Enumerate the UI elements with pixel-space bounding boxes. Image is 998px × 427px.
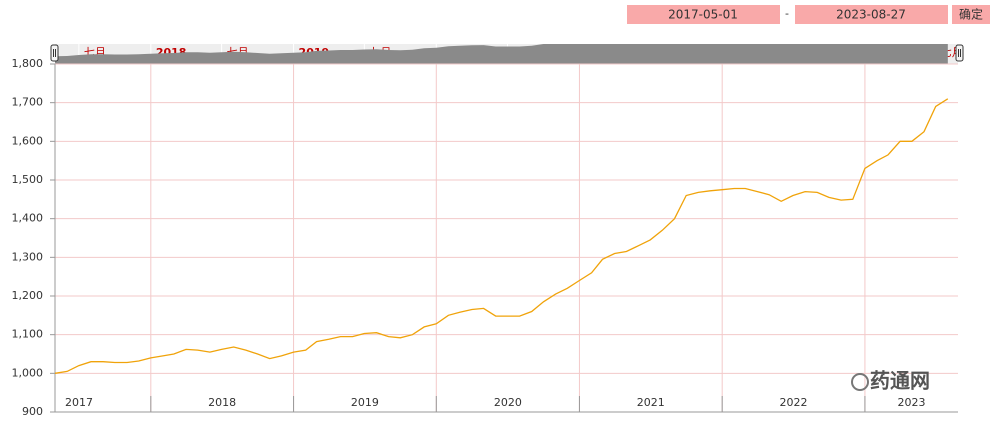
y-tick-label: 1,100 — [12, 328, 44, 341]
x-tick-label: 2018 — [208, 396, 236, 409]
x-tick-label: 2020 — [494, 396, 522, 409]
range-separator: - — [785, 7, 789, 20]
x-tick-label: 2017 — [65, 396, 93, 409]
y-tick-label: 1,700 — [12, 96, 44, 109]
y-tick-label: 1,800 — [12, 57, 44, 70]
navigator-area — [55, 44, 948, 64]
y-tick-label: 1,600 — [12, 134, 44, 147]
x-tick-label: 2023 — [897, 396, 925, 409]
y-tick-label: 1,300 — [12, 250, 44, 263]
y-tick-label: 1,500 — [12, 173, 44, 186]
start-date: 2017-05-01 — [668, 8, 738, 22]
end-date-input[interactable] — [795, 5, 948, 24]
series-line — [54, 98, 949, 374]
confirm-label: 确定 — [959, 7, 983, 22]
y-tick-label: 1,200 — [12, 289, 44, 302]
end-date: 2023-08-27 — [836, 8, 906, 22]
navigator-handle[interactable] — [955, 44, 964, 62]
navigator-handle[interactable] — [50, 44, 59, 62]
x-tick-label: 2019 — [351, 396, 379, 409]
x-tick-label: 2021 — [637, 396, 665, 409]
x-tick-label: 2022 — [780, 396, 808, 409]
start-date-input[interactable] — [627, 5, 780, 24]
watermark: 药通网 — [870, 369, 930, 393]
y-tick-label: 900 — [22, 405, 43, 418]
watermark-icon — [851, 373, 869, 391]
y-tick-label: 1,400 — [12, 212, 44, 225]
y-tick-label: 1,000 — [12, 366, 44, 379]
confirm-button[interactable] — [952, 5, 990, 24]
